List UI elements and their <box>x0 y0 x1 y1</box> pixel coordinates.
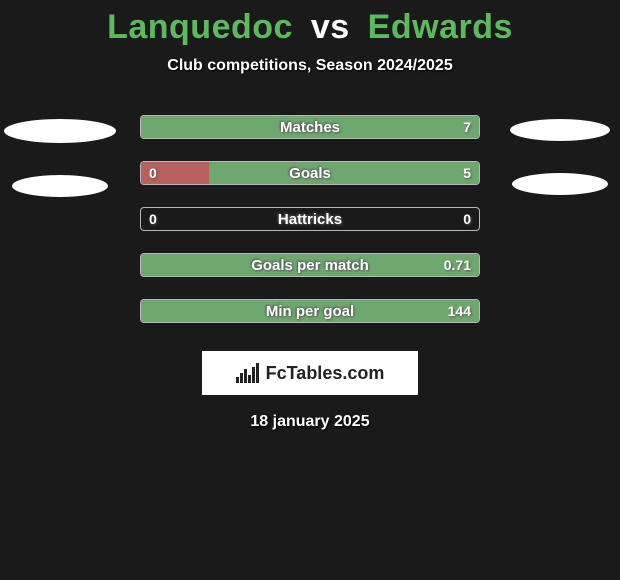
bar-chart-icon <box>236 363 260 383</box>
title-vs: vs <box>311 8 350 46</box>
bar-right <box>141 116 479 138</box>
stat-row: 0 0Hattricks <box>140 207 480 231</box>
stat-value-right: 0 <box>455 208 479 230</box>
title-player2: Edwards <box>368 8 513 46</box>
bar-right <box>141 300 479 322</box>
bar-right <box>209 162 479 184</box>
title-player1: Lanquedoc <box>107 8 293 46</box>
brand-logo-box: FcTables.com <box>202 351 418 395</box>
decor-ellipse <box>4 119 116 143</box>
stat-value-right: 7 <box>455 116 479 138</box>
page-title: Lanquedoc vs Edwards <box>0 0 620 47</box>
footer-date: 18 january 2025 <box>0 413 620 431</box>
decor-ellipse <box>510 119 610 141</box>
bar-right <box>141 254 479 276</box>
stat-value-right: 144 <box>440 300 479 322</box>
stat-value-left: 0 <box>141 208 165 230</box>
stat-row: 05Goals <box>140 161 480 185</box>
decor-ellipse <box>12 175 108 197</box>
stat-value-right: 0.71 <box>436 254 479 276</box>
right-decor-column <box>500 115 620 195</box>
stat-row: 0.71Goals per match <box>140 253 480 277</box>
stat-rows: 7Matches05Goals00Hattricks0.71Goals per … <box>140 115 480 323</box>
left-decor-column <box>0 115 120 197</box>
stat-row: 144Min per goal <box>140 299 480 323</box>
stat-value-left: 0 <box>141 162 165 184</box>
stat-row: 7Matches <box>140 115 480 139</box>
stat-value-right: 5 <box>455 162 479 184</box>
brand-text: FcTables.com <box>266 363 385 384</box>
comparison-content: 7Matches05Goals00Hattricks0.71Goals per … <box>0 115 620 323</box>
stat-label: Hattricks <box>141 208 479 230</box>
subtitle: Club competitions, Season 2024/2025 <box>0 57 620 75</box>
decor-ellipse <box>512 173 608 195</box>
